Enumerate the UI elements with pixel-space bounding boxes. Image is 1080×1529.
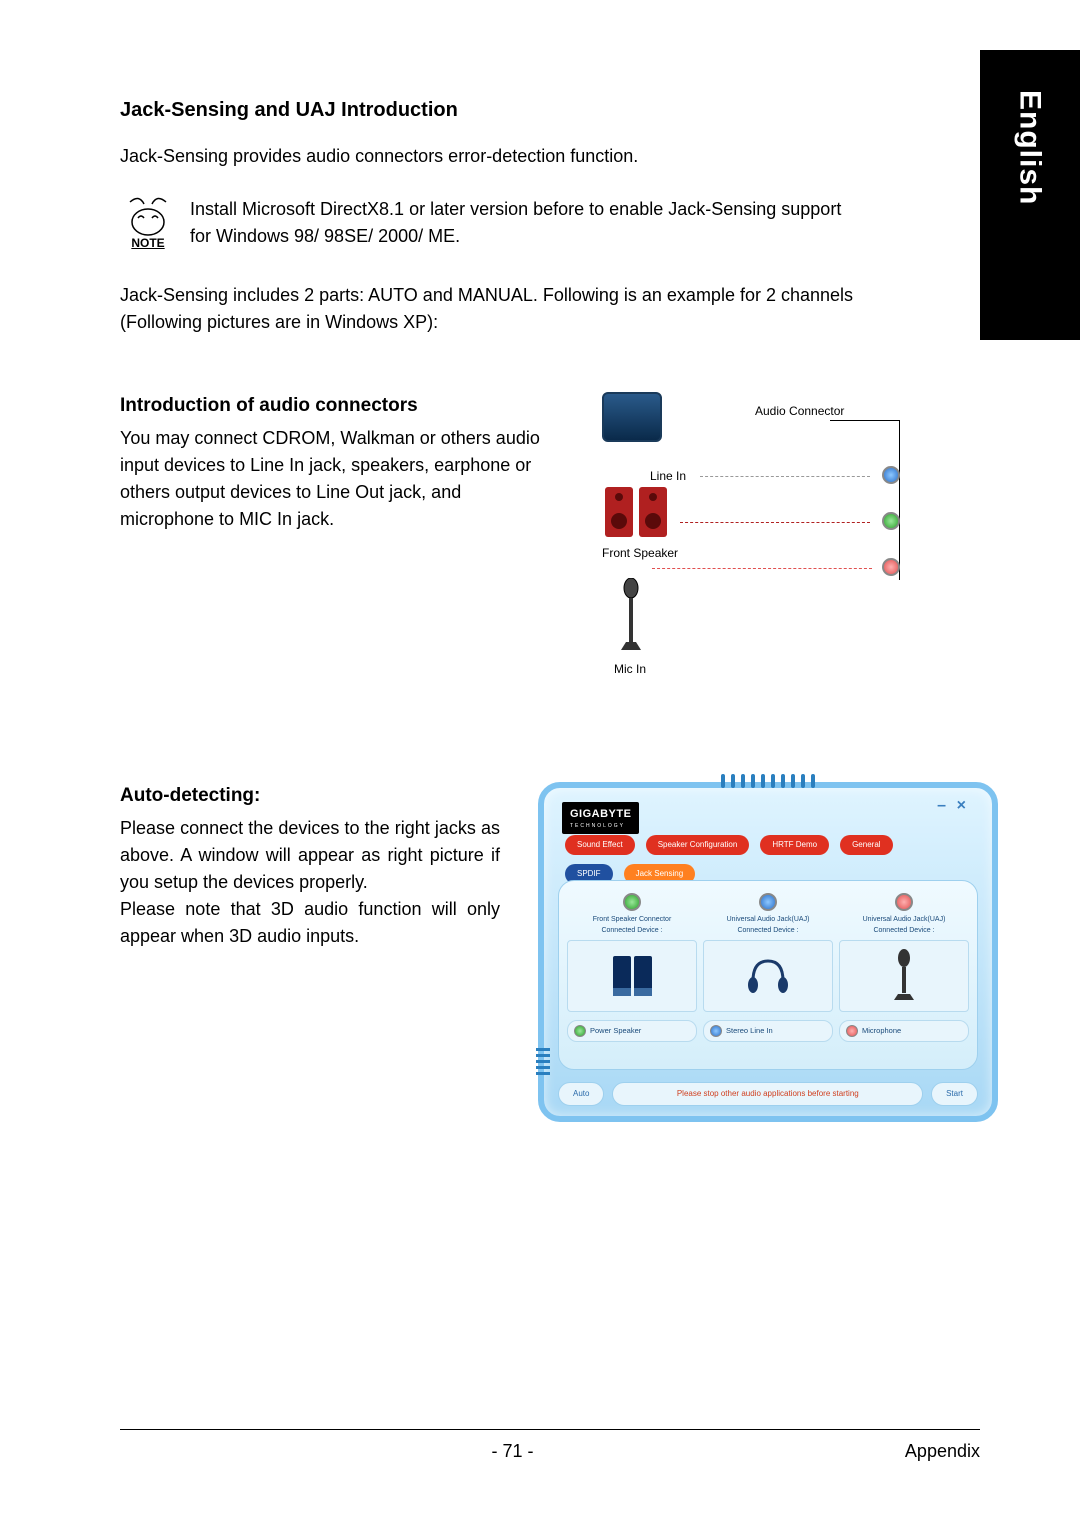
line-in-dash: [700, 476, 870, 477]
jack-line-out-icon: [882, 512, 900, 530]
panel-inner: Front Speaker Connector Connected Device…: [558, 880, 978, 1070]
audio-connector-diagram: Audio Connector Line In Front Speaker: [570, 392, 940, 692]
footer-section: Appendix: [905, 1438, 980, 1465]
auto-button[interactable]: Auto: [558, 1082, 604, 1106]
col-uaj-1: Universal Audio Jack(UAJ) Connected Devi…: [703, 891, 833, 1012]
intro-paragraph: Jack-Sensing provides audio connectors e…: [120, 143, 860, 170]
device-headphones: [703, 940, 833, 1012]
device-speakers: [567, 940, 697, 1012]
tab-speaker-config[interactable]: Speaker Configuration: [646, 835, 750, 855]
col-sub-1: Connected Device :: [703, 926, 833, 937]
page-footer: - 71 - Appendix: [120, 1429, 980, 1465]
label-front-speaker: Front Speaker: [602, 544, 678, 562]
col-front-speaker: Front Speaker Connector Connected Device…: [567, 891, 697, 1012]
heading-audio-connectors: Introduction of audio connectors: [120, 392, 540, 421]
close-button[interactable]: ×: [957, 794, 966, 818]
jack-green-icon: [623, 893, 641, 911]
tab-sound-effect[interactable]: Sound Effect: [565, 835, 635, 855]
language-label: English: [1008, 90, 1053, 205]
note-icon: NOTE: [120, 196, 176, 252]
page-number: - 71 -: [491, 1438, 533, 1465]
para-2channels: Jack-Sensing includes 2 parts: AUTO and …: [120, 282, 860, 336]
col-header-0: Front Speaker Connector: [567, 915, 697, 926]
col-uaj-2: Universal Audio Jack(UAJ) Connected Devi…: [839, 891, 969, 1012]
label-audio-connector: Audio Connector: [755, 402, 844, 420]
note-label: NOTE: [131, 234, 164, 252]
col-header-1: Universal Audio Jack(UAJ): [703, 915, 833, 926]
auto-detecting-body2: Please note that 3D audio function will …: [120, 896, 500, 950]
speakers-icon: [605, 487, 667, 537]
heading-auto-detecting: Auto-detecting:: [120, 782, 500, 811]
pill-power-speaker[interactable]: Power Speaker: [567, 1020, 697, 1042]
section-auto-detecting: Auto-detecting: Please connect the devic…: [120, 782, 860, 1122]
tab-hrtf-demo[interactable]: HRTF Demo: [760, 835, 829, 855]
label-mic-in: Mic In: [614, 660, 646, 678]
pill-microphone[interactable]: Microphone: [839, 1020, 969, 1042]
warning-text: Please stop other audio applications bef…: [612, 1082, 923, 1106]
jack-blue-icon: [759, 893, 777, 911]
audio-chip-icon: [602, 392, 662, 442]
note-text: Install Microsoft DirectX8.1 or later ve…: [190, 196, 860, 250]
speaker-dash: [680, 522, 870, 523]
audio-connectors-body: You may connect CDROM, Walkman or others…: [120, 425, 540, 533]
minimize-button[interactable]: –: [937, 794, 946, 818]
device-microphone: [839, 940, 969, 1012]
microphone-icon: [616, 578, 646, 663]
jack-mic-icon: [882, 558, 900, 576]
pill-stereo-line-in[interactable]: Stereo Line In: [703, 1020, 833, 1042]
tab-general[interactable]: General: [840, 835, 892, 855]
bracket-line: [830, 420, 900, 580]
col-header-2: Universal Audio Jack(UAJ): [839, 915, 969, 926]
col-sub-0: Connected Device :: [567, 926, 697, 937]
note-block: NOTE Install Microsoft DirectX8.1 or lat…: [120, 196, 860, 252]
mic-dash: [652, 568, 872, 569]
tab-bar: Sound Effect Speaker Configuration HRTF …: [562, 828, 974, 886]
auto-detecting-body1: Please connect the devices to the right …: [120, 815, 500, 896]
language-tab: English: [980, 50, 1080, 340]
gigabyte-panel: – × GIGABYTE TECHNOLOGY Sound Effect Spe…: [538, 782, 998, 1122]
section-audio-connectors: Introduction of audio connectors You may…: [120, 392, 860, 692]
equalizer-icon: [536, 1048, 550, 1075]
jack-pink-icon: [895, 893, 913, 911]
col-sub-2: Connected Device :: [839, 926, 969, 937]
start-button[interactable]: Start: [931, 1082, 978, 1106]
label-line-in: Line In: [650, 467, 686, 485]
heading-jack-sensing: Jack-Sensing and UAJ Introduction: [120, 95, 860, 125]
panel-top-ruler: [721, 774, 815, 788]
jack-line-in-icon: [882, 466, 900, 484]
page-content: Jack-Sensing and UAJ Introduction Jack-S…: [0, 0, 980, 1122]
